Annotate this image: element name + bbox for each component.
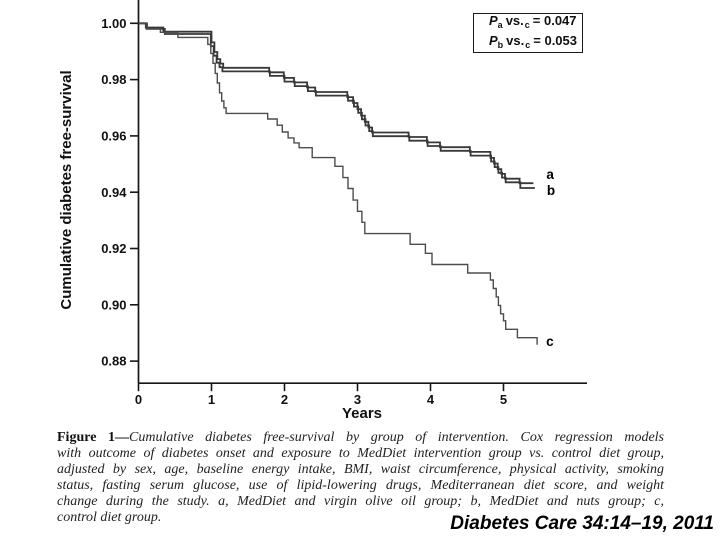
p-subscript-a: a (497, 20, 503, 30)
y-tick-label: 0.98 (101, 72, 126, 87)
x-tick-label: 4 (427, 392, 435, 407)
p-symbol: P (489, 33, 498, 48)
y-tick-label: 0.92 (101, 241, 126, 256)
curve-label-b: b (547, 183, 555, 198)
caption-line: control diet group. (57, 509, 162, 525)
figure-caption: Figure 1—Cumulative diabetes free-surviv… (57, 430, 664, 530)
y-axis-title: Cumulative diabetes free-survival (58, 70, 75, 309)
vs-text: vs. (505, 13, 524, 28)
x-tick-label: 0 (135, 392, 142, 407)
km-plot-svg: 1.00 0.98 0.96 0.94 0.92 0.90 0.88 0 1 2 3 4 5 Cumula… (58, 0, 587, 422)
x-tick-label: 5 (500, 392, 507, 407)
x-tick-label: 2 (281, 392, 288, 407)
y-tick-label: 1.00 (101, 16, 126, 31)
pvalue-line-b-vs-c: Pb vs.c = 0.053 (489, 33, 582, 53)
p-value-text: = 0.047 (532, 13, 577, 28)
y-tick-label: 0.90 (101, 297, 126, 312)
y-tick-label: 0.88 (101, 354, 126, 369)
caption-line: with outcome of diabetes onset and expos… (57, 445, 664, 461)
figure-label: Figure 1— (57, 430, 129, 445)
p-subscript-c: c (524, 20, 530, 30)
y-tick-label: 0.94 (101, 185, 127, 200)
vs-text: vs. (506, 33, 525, 48)
curve-label-c: c (546, 334, 554, 349)
caption-line: change during the study. a, MedDiet and … (57, 493, 664, 509)
pvalue-legend-box: Pa vs.c = 0.047 Pb vs.c = 0.053 (473, 13, 583, 53)
caption-line: adjusted by sex, age, baseline energy in… (57, 461, 664, 477)
caption-line: status, fasting serum glucose, use of li… (57, 477, 664, 493)
p-value-text: = 0.053 (533, 33, 578, 48)
x-tick-label: 3 (354, 392, 361, 407)
p-symbol: P (489, 13, 498, 28)
curve-c (138, 22, 538, 345)
x-tick-label: 1 (208, 392, 215, 407)
curve-b (138, 22, 535, 189)
journal-citation: Diabetes Care 34:14–19, 2011 (450, 513, 714, 534)
p-subscript-b: b (497, 40, 504, 50)
x-axis-title: Years (342, 405, 382, 422)
y-tick-label: 0.96 (101, 129, 126, 144)
pvalue-line-a-vs-c: Pa vs.c = 0.047 (489, 13, 582, 33)
p-subscript-c: c (525, 40, 531, 50)
survival-chart: 1.00 0.98 0.96 0.94 0.92 0.90 0.88 0 1 2 3 4 5 Cumula… (58, 0, 587, 422)
caption-text: Cumulative diabetes free-survival by gro… (129, 430, 664, 445)
curve-label-a: a (546, 167, 554, 182)
caption-line: Figure 1—Cumulative diabetes free-surviv… (57, 430, 664, 446)
axes (137, 0, 587, 385)
